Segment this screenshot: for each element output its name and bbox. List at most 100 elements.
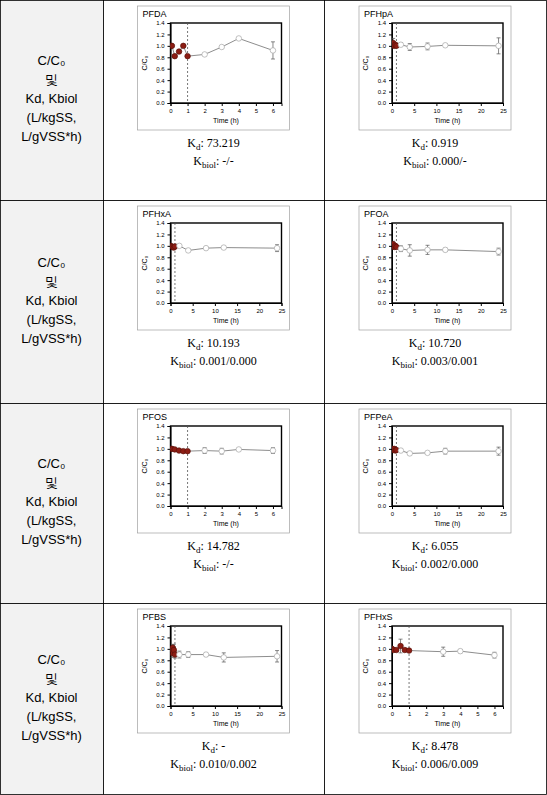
x-tick: 5 [255,506,259,517]
y-tick-label: 0.0 [378,503,387,509]
y-tick-label: 1.2 [156,32,165,38]
y-tick: 0.0 [156,300,170,306]
error-bar [222,653,226,662]
data-point [398,246,404,252]
y-tick-label: 0.4 [156,681,165,687]
plot: 0.00.20.40.60.81.01.21.40123456 [156,20,282,114]
row-header: C/C₀ [38,652,66,667]
y-tick: 1.2 [156,435,170,441]
data-point [185,53,191,59]
y-tick: 0.4 [378,78,392,84]
chart-title: PFHxS [364,612,393,622]
chart-title: PFHxA [143,209,172,219]
header-cell [1,201,104,404]
x-tick: 4 [459,706,463,717]
x-tick-label: 6 [493,711,497,717]
y-tick: 0.6 [156,66,170,72]
error-bar [497,38,501,54]
y-tick-label: 1.2 [156,435,165,441]
y-tick-label: 0.4 [378,481,387,487]
reference-line [174,223,175,303]
y-tick-label: 1.0 [378,646,387,652]
error-bar-cap [497,447,501,448]
row-header: L/gVSS*h) [21,728,82,743]
y-tick-label: 0.8 [156,458,165,464]
x-tick-label: 0 [391,308,395,314]
chart-title: PFOA [364,209,389,219]
y-axis-title: C/C₀ [362,458,369,473]
y-tick: 0.0 [378,100,392,106]
x-tick: 15 [456,506,463,517]
y-tick-label: 0.8 [378,658,387,664]
plot: 0.00.20.40.60.81.01.21.40510152025 [378,220,508,314]
reference-line [174,626,175,706]
y-axis-title: C/C₀ [362,255,369,270]
data-point [443,448,449,454]
y-tick-label: 0.2 [378,692,387,698]
x-tick: 10 [212,706,219,717]
data-point [406,648,412,654]
error-bar-cap [497,37,501,38]
x-axis: 0123456 [391,706,504,717]
x-tick: 20 [256,706,263,717]
annotation: Kbiol: 0.006/0.009 [392,757,478,773]
data-point [492,652,498,658]
y-tick: 0.6 [378,669,392,675]
x-tick: 5 [255,103,259,114]
x-axis-line [393,507,504,510]
y-axis-title: C/C₀ [362,55,369,70]
y-tick-label: 1.0 [156,646,165,652]
chart-border [138,206,290,330]
y-tick: 1.4 [156,623,170,629]
x-tick: 10 [434,103,441,114]
x-tick: 0 [391,506,395,517]
x-tick-label: 10 [434,511,441,517]
x-tick-label: 5 [192,711,196,717]
error-bar [443,448,447,454]
chart-border [138,609,290,733]
x-tick: 1 [408,706,412,717]
x-tick-label: 3 [442,711,446,717]
x-axis: 0510152025 [391,506,508,517]
y-tick-label: 0.4 [156,78,165,84]
x-tick: 0 [169,303,173,314]
x-tick-label: 20 [256,308,263,314]
y-tick-label: 0.6 [378,469,387,475]
data-point [181,43,187,49]
annotation: Kbiol: 0.000/- [403,154,466,170]
data-point [185,652,191,658]
x-tick: 5 [192,303,196,314]
y-tick: 0.6 [156,669,170,675]
y-tick: 0.8 [156,458,170,464]
annotation: Kd: 73.219 [187,136,240,152]
x-tick-label: 4 [238,108,242,114]
x-tick-label: 1 [186,511,190,517]
x-tick: 20 [478,103,485,114]
y-tick-label: 0.0 [378,100,387,106]
x-tick-label: 20 [478,511,485,517]
y-tick: 1.0 [156,446,170,452]
annotation: Kbiol: -/- [193,154,233,170]
plot-frame [392,223,503,303]
error-bar [271,42,275,59]
x-tick-label: 25 [500,308,507,314]
x-tick: 25 [500,103,507,114]
y-tick: 1.0 [378,646,392,652]
row-header: Kd, Kbiol [25,494,77,509]
row-header: (L/kgSS, [27,513,77,528]
y-tick-label: 0.0 [156,300,165,306]
x-axis: 0510152025 [391,103,508,114]
x-tick-label: 25 [500,511,507,517]
row-header: L/gVSS*h) [21,532,82,547]
y-tick-label: 1.4 [378,423,387,429]
header-cell [1,404,104,604]
x-tick: 10 [434,303,441,314]
x-tick-label: 1 [186,108,190,114]
y-tick: 0.2 [156,692,170,698]
x-tick-label: 2 [203,108,207,114]
y-tick: 1.4 [156,20,170,26]
plot-frame [392,23,503,103]
x-tick-label: 5 [255,108,259,114]
error-bar [186,652,190,658]
x-axis: 0510152025 [169,303,286,314]
